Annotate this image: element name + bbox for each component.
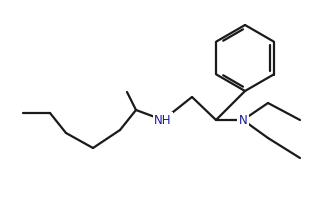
Text: N: N [239,114,247,126]
Text: NH: NH [154,114,172,126]
